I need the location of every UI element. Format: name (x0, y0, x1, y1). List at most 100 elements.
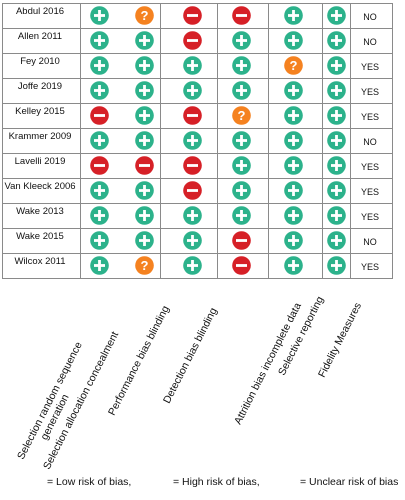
fidelity-value: YES (360, 262, 379, 272)
low-risk-icon (134, 106, 154, 125)
low-risk-icon (89, 231, 109, 250)
low-risk-icon (231, 31, 251, 50)
unclear-risk-icon: ? (134, 256, 154, 275)
fidelity-value: YES (360, 62, 379, 72)
low-risk-icon (283, 181, 303, 200)
low-risk-icon (134, 181, 154, 200)
grid-column-line (80, 3, 81, 279)
high-risk-icon (182, 156, 202, 175)
grid-row-line (2, 103, 392, 104)
low-risk-icon (182, 131, 202, 150)
svg-text:?: ? (289, 58, 297, 73)
low-risk-icon (182, 231, 202, 250)
low-risk-icon (89, 81, 109, 100)
unclear-risk-icon: ? (231, 106, 251, 125)
high-risk-icon (182, 6, 202, 25)
low-risk-icon (182, 56, 202, 75)
domain-label: Fidelity Measures (316, 301, 364, 380)
grid-column-line (160, 3, 161, 279)
high-risk-icon (231, 231, 251, 250)
grid-row-line (2, 28, 392, 29)
low-risk-icon (326, 181, 346, 200)
grid-row-line (2, 128, 392, 129)
high-risk-icon (150, 473, 169, 492)
risk-of-bias-grid: Abdul 2016? NO Allen 2011 NO Fey 2010? YES Jof… (2, 3, 393, 279)
grid-row-line (2, 78, 392, 79)
low-risk-icon (134, 231, 154, 250)
low-risk-icon (283, 256, 303, 275)
low-risk-icon (283, 106, 303, 125)
grid-row-line (2, 178, 392, 179)
low-risk-icon (89, 131, 109, 150)
low-risk-icon (134, 131, 154, 150)
study-label: Joffe 2019 (17, 81, 63, 92)
low-risk-icon (283, 81, 303, 100)
unclear-risk-icon: ? (134, 6, 154, 25)
low-risk-icon (134, 56, 154, 75)
low-risk-icon (231, 131, 251, 150)
low-risk-icon (89, 6, 109, 25)
grid-column-line (350, 3, 351, 279)
study-label: Van Kleeck 2006 (4, 181, 76, 192)
fidelity-value: YES (360, 187, 379, 197)
low-risk-icon (231, 181, 251, 200)
study-label: Krammer 2009 (8, 131, 72, 142)
low-risk-icon (231, 56, 251, 75)
legend-high-label: = High risk of bias, (173, 476, 260, 488)
svg-text:?: ? (140, 8, 148, 23)
grid-column-line (268, 3, 269, 279)
high-risk-icon (89, 106, 109, 125)
legend: = Low risk of bias, = High risk of bias,… (0, 470, 405, 496)
fidelity-value: NO (363, 37, 377, 47)
low-risk-icon (326, 31, 346, 50)
high-risk-icon (182, 31, 202, 50)
low-risk-icon (283, 156, 303, 175)
low-risk-icon (134, 81, 154, 100)
low-risk-icon (326, 131, 346, 150)
fidelity-value: NO (363, 137, 377, 147)
low-risk-icon (326, 206, 346, 225)
domain-label-line: Detection bias blinding (161, 305, 220, 406)
low-risk-icon (134, 31, 154, 50)
low-risk-icon (89, 256, 109, 275)
grid-row-line (2, 53, 392, 54)
study-label: Fey 2010 (20, 56, 60, 67)
high-risk-icon (89, 156, 109, 175)
low-risk-icon (326, 56, 346, 75)
low-risk-icon (283, 131, 303, 150)
study-label: Abdul 2016 (15, 6, 65, 17)
study-label: Wake 2013 (16, 206, 64, 217)
fidelity-value: NO (363, 12, 377, 22)
legend-low-label: = Low risk of bias, (47, 476, 132, 488)
study-label: Wake 2015 (16, 231, 64, 242)
study-label: Kelley 2015 (15, 106, 65, 117)
grid-row-line (2, 278, 392, 279)
high-risk-icon (182, 181, 202, 200)
unclear-risk-icon (277, 473, 296, 492)
study-label: Lavelli 2019 (14, 156, 66, 167)
low-risk-icon (89, 56, 109, 75)
low-risk-icon (283, 231, 303, 250)
low-risk-icon (134, 206, 154, 225)
grid-row-line (2, 153, 392, 154)
grid-column-line (217, 3, 218, 279)
low-risk-icon (182, 206, 202, 225)
grid-row-line (2, 253, 392, 254)
low-risk-icon (89, 181, 109, 200)
low-risk-icon (231, 81, 251, 100)
grid-column-line (2, 3, 3, 279)
high-risk-icon (134, 156, 154, 175)
grid-column-line (392, 3, 393, 279)
low-risk-icon (283, 31, 303, 50)
low-risk-icon (182, 81, 202, 100)
grid-column-line (322, 3, 323, 279)
low-risk-icon (231, 156, 251, 175)
domain-label: Detection bias blinding (161, 306, 220, 406)
high-risk-icon (231, 256, 251, 275)
low-risk-icon (283, 206, 303, 225)
low-risk-icon (231, 206, 251, 225)
grid-row-line (2, 3, 392, 4)
fidelity-value: NO (363, 237, 377, 247)
low-risk-icon (326, 106, 346, 125)
